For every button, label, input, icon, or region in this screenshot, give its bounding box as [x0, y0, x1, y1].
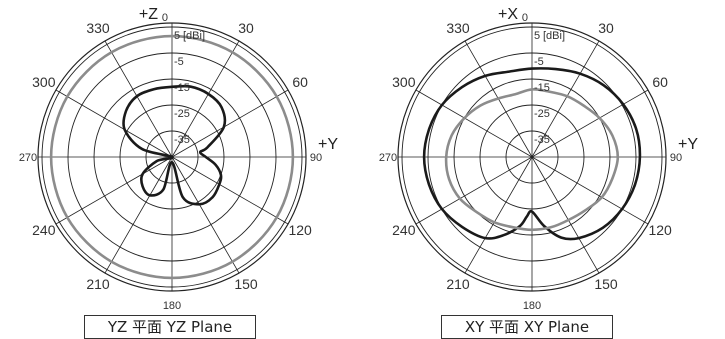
- radial-tick-label: 5: [534, 30, 540, 42]
- grid-spoke: [415, 89, 533, 158]
- angle-label: 90: [310, 152, 322, 164]
- right-axis-label: +Y: [318, 136, 338, 153]
- angle-label: 270: [379, 152, 397, 164]
- angle-label: 0: [162, 12, 168, 24]
- series-trace-1: [49, 34, 295, 280]
- right-axis-label: +Y: [678, 136, 698, 153]
- grid-spoke: [531, 40, 600, 158]
- xy-polar-chart: 5 -5 -15 -25 -35 [dBi] 0 30 60 90 120 150 180 210 240 2…: [379, 6, 699, 312]
- grid-spoke: [171, 156, 240, 274]
- radial-tick-label: -15: [534, 82, 550, 94]
- angle-label: 0: [522, 12, 528, 24]
- angle-label: 150: [234, 276, 258, 292]
- radial-tick-label: -35: [174, 134, 190, 146]
- angle-label: 240: [32, 222, 56, 238]
- grid-spoke: [55, 156, 173, 225]
- angle-label: 60: [652, 74, 668, 90]
- angle-label: 210: [86, 276, 110, 292]
- top-axis-label: +X: [498, 6, 518, 23]
- top-axis-label: +Z: [139, 6, 158, 23]
- angle-label: 330: [86, 20, 110, 36]
- series-trace-2: [444, 88, 620, 232]
- grid-spoke: [531, 156, 649, 225]
- yz-polar-chart: 5 -5 -15 -25 -35 [dBi] 0 30 60 90 120 150 180 210 240 2…: [19, 6, 339, 312]
- series-trace-1: [422, 67, 642, 241]
- radial-tick-label: -25: [174, 108, 190, 120]
- yz-plane-caption: YZ 平面 YZ Plane: [84, 315, 256, 339]
- grid-spoke: [464, 156, 533, 274]
- angle-label: 60: [292, 74, 308, 90]
- grid-spoke: [531, 89, 649, 158]
- grid-spoke: [104, 156, 173, 274]
- radial-tick-label: -35: [534, 134, 550, 146]
- radial-tick-label: -5: [534, 56, 544, 68]
- angle-label: 120: [648, 222, 672, 238]
- radial-tick-label: -15: [174, 82, 190, 94]
- angle-label: 210: [446, 276, 470, 292]
- grid-spoke: [531, 156, 600, 274]
- grid-spoke: [104, 40, 173, 158]
- unit-label: [dBi]: [183, 30, 205, 42]
- series-trace-2: [122, 84, 227, 206]
- angle-label: 240: [392, 222, 416, 238]
- radial-tick-label: 5: [174, 30, 180, 42]
- angle-label: 30: [598, 20, 614, 36]
- angle-label: 180: [523, 300, 541, 312]
- grid-spoke: [55, 89, 173, 158]
- radial-tick-label: -5: [174, 56, 184, 68]
- angle-label: 30: [238, 20, 254, 36]
- grid-spoke: [415, 156, 533, 225]
- angle-label: 330: [446, 20, 470, 36]
- angle-label: 120: [288, 222, 312, 238]
- grid-spoke: [171, 156, 289, 225]
- angle-label: 150: [594, 276, 618, 292]
- unit-label: [dBi]: [543, 30, 565, 42]
- angle-label: 300: [392, 74, 416, 90]
- angle-label: 180: [163, 300, 181, 312]
- angle-label: 300: [32, 74, 56, 90]
- grid-spoke: [171, 89, 289, 158]
- xy-plane-caption: XY 平面 XY Plane: [441, 315, 613, 339]
- angle-label: 270: [19, 152, 37, 164]
- radial-tick-label: -25: [534, 108, 550, 120]
- grid-spoke: [171, 40, 240, 158]
- angle-label: 90: [670, 152, 682, 164]
